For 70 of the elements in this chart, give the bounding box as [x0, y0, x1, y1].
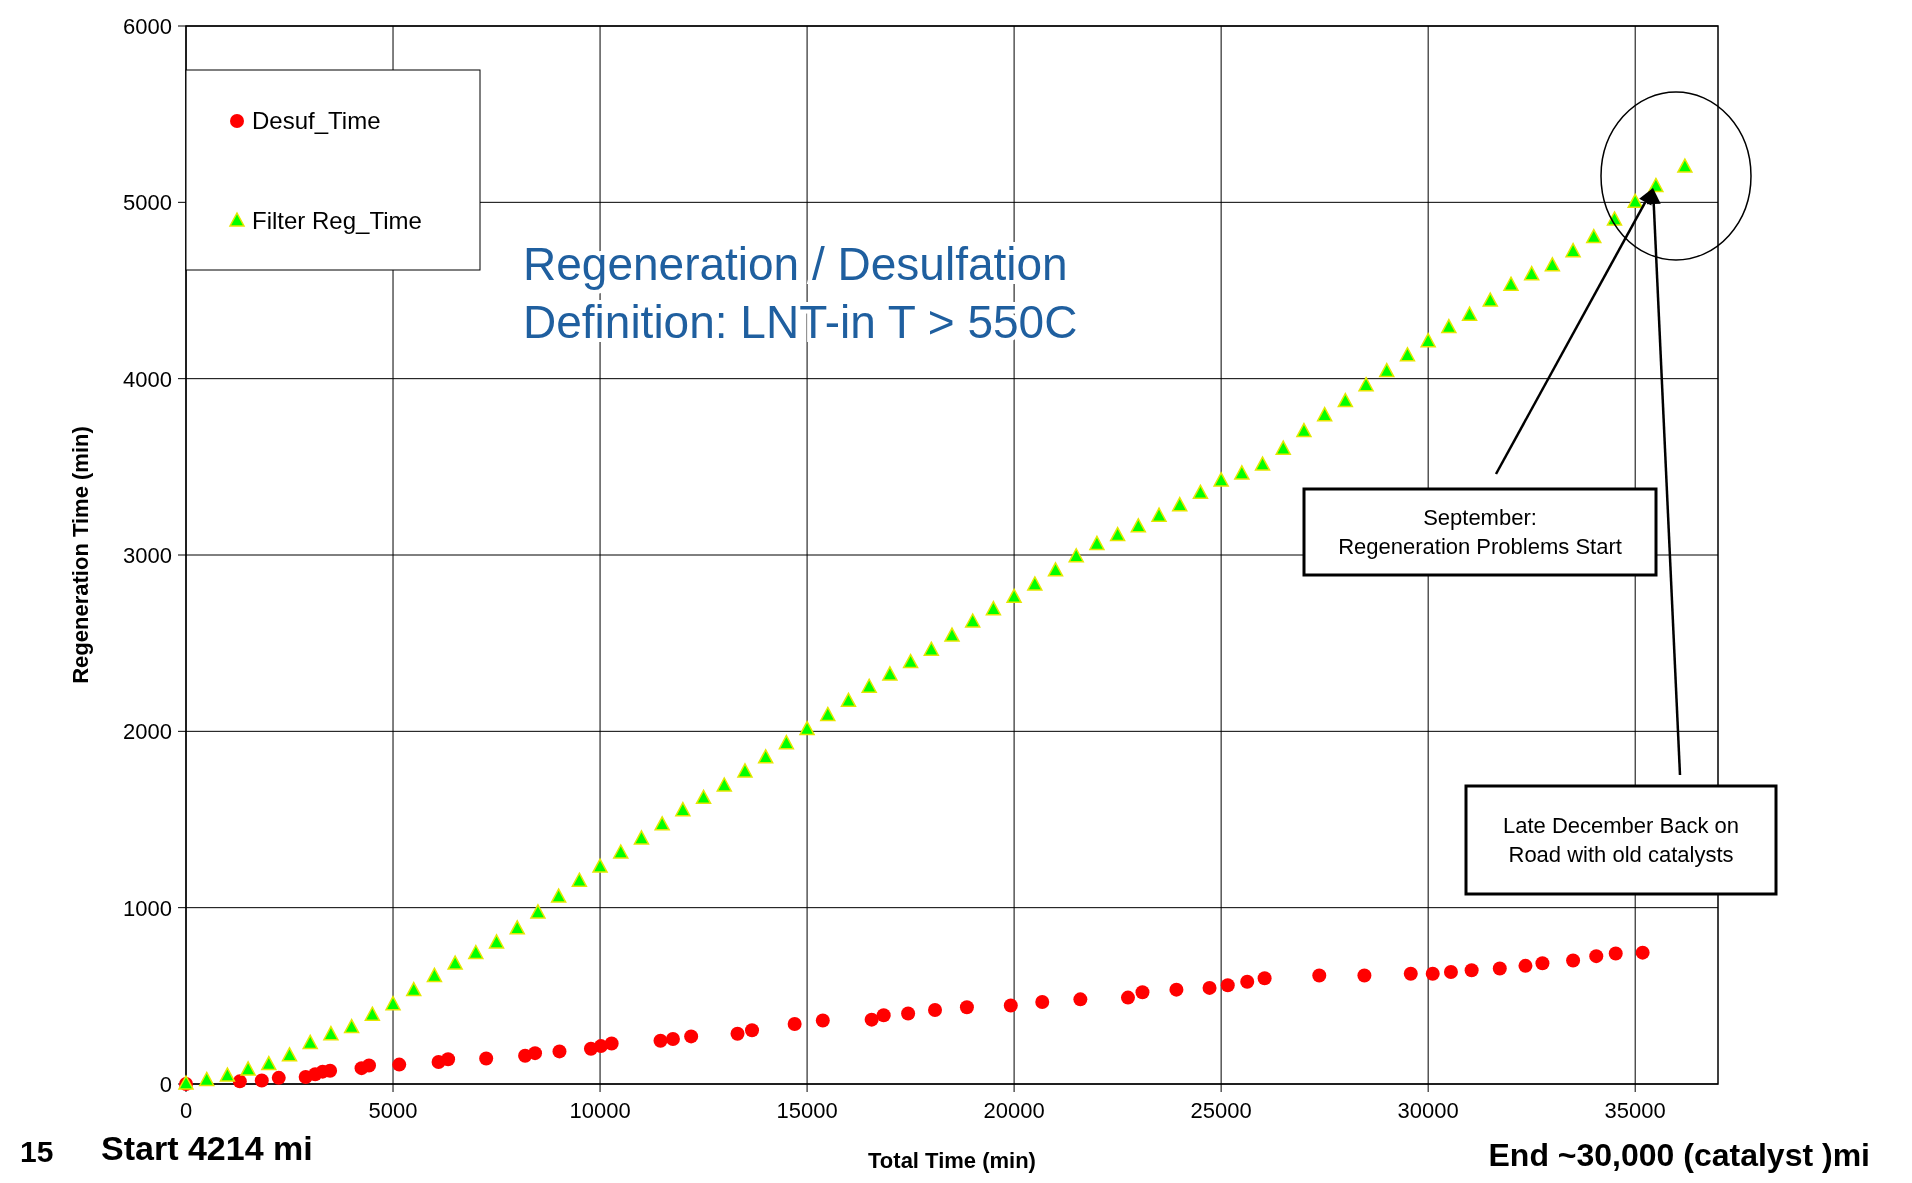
- annotation: Late December Back on Road with old catalysts: [1502, 813, 1740, 867]
- point: [665, 1032, 680, 1047]
- point: [864, 1012, 879, 1027]
- point: [1220, 978, 1235, 993]
- legend-label: Filter Reg_Time: [252, 207, 422, 234]
- y-tick-label: 0: [159, 1072, 172, 1097]
- y-tick-label: 1000: [123, 895, 172, 921]
- legend-label: Desuf_Time: [252, 107, 381, 134]
- point: [745, 1023, 760, 1038]
- point: [1535, 956, 1550, 971]
- point: [730, 1026, 745, 1041]
- y-tick-label: 3000: [123, 543, 172, 568]
- point: [1257, 971, 1272, 986]
- point: [1240, 974, 1255, 989]
- point: [1518, 958, 1533, 973]
- point: [928, 1002, 943, 1017]
- point: [1135, 985, 1150, 1000]
- point: [1566, 953, 1581, 968]
- point: [1443, 965, 1458, 980]
- point: [552, 1044, 567, 1059]
- point: [528, 1046, 543, 1061]
- y-tick-label: 6000: [123, 14, 172, 39]
- point: [271, 1070, 286, 1085]
- point: [323, 1063, 338, 1078]
- text: Start 4214 mi: [101, 1129, 313, 1167]
- x-tick-label: 15000: [776, 1098, 838, 1123]
- x-tick-label: 25000: [1190, 1098, 1252, 1123]
- x-tick-label: 20000: [983, 1098, 1045, 1123]
- point: [1357, 968, 1372, 983]
- point: [1425, 966, 1440, 981]
- x-tick-label: 5000: [368, 1098, 418, 1123]
- text: 15: [20, 1135, 54, 1168]
- point: [1073, 992, 1088, 1007]
- point: [232, 1074, 247, 1089]
- point: [1312, 968, 1327, 983]
- x-tick-label: 35000: [1604, 1098, 1666, 1123]
- point: [1464, 963, 1479, 978]
- annotation: September: Regeneration Problems Start: [1338, 505, 1622, 559]
- x-tick-label: 30000: [1397, 1098, 1459, 1123]
- point: [901, 1006, 916, 1021]
- point: [1003, 998, 1018, 1013]
- x-tick-label: 10000: [569, 1098, 631, 1123]
- y-tick-label: 4000: [123, 366, 172, 392]
- point: [1120, 990, 1135, 1005]
- point: [1403, 966, 1418, 981]
- point: [254, 1073, 269, 1088]
- y-tick-label: 5000: [123, 190, 172, 216]
- point: [1589, 949, 1604, 964]
- text: End ~30,000 (catalyst )mi: [1488, 1137, 1870, 1173]
- point: [1635, 945, 1650, 960]
- point: [1492, 961, 1507, 976]
- y-tick-label: 2000: [123, 719, 172, 745]
- point: [684, 1029, 699, 1044]
- point: [815, 1013, 830, 1028]
- point: [959, 1000, 974, 1015]
- x-axis-title: Total Time (min): [868, 1148, 1036, 1173]
- point: [392, 1057, 407, 1072]
- point: [1202, 980, 1217, 995]
- point: [876, 1008, 891, 1023]
- point: [441, 1052, 456, 1067]
- y-axis-title: Regeneration Time (min): [68, 426, 93, 684]
- point: [479, 1051, 494, 1066]
- point: [653, 1033, 668, 1048]
- x-tick-label: 0: [179, 1098, 193, 1123]
- point: [1169, 982, 1184, 997]
- point: [1035, 995, 1050, 1010]
- point: [604, 1036, 619, 1051]
- point: [362, 1058, 377, 1073]
- point: [1608, 946, 1623, 961]
- point: [787, 1017, 802, 1032]
